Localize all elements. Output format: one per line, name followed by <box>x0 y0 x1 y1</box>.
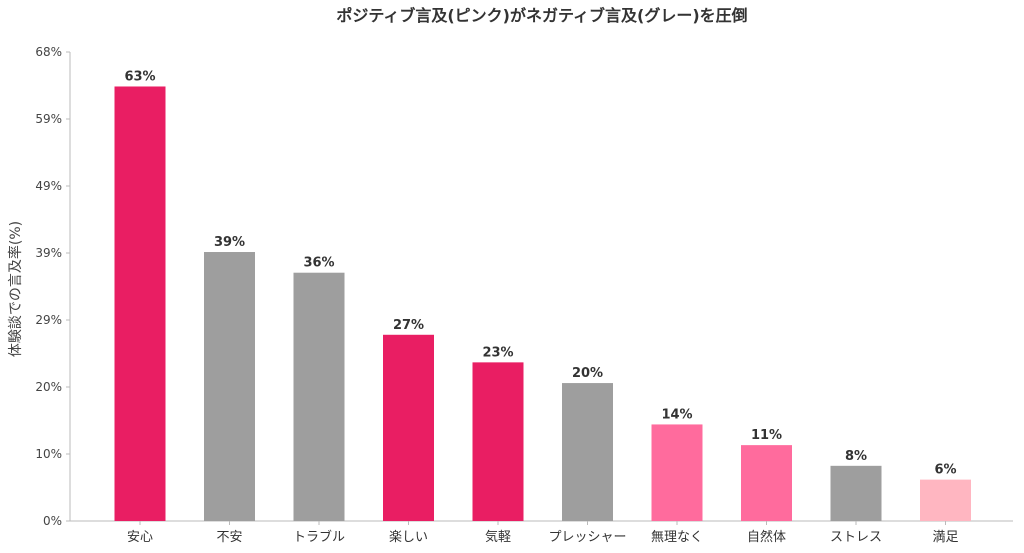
x-tick-label: 不安 <box>216 530 242 545</box>
chart-title: ポジティブ言及(ピンク)がネガティブ言及(グレー)を圧倒 <box>336 6 747 25</box>
y-tick-label: 10% <box>35 447 62 461</box>
bar <box>562 383 613 521</box>
x-tick-label: 満足 <box>932 530 958 545</box>
x-tick-label: プレッシャー <box>548 530 626 545</box>
x-tick-label: 気軽 <box>485 529 511 545</box>
data-label: 63% <box>124 69 155 84</box>
bar <box>920 479 971 521</box>
x-tick-label: 無理なく <box>651 530 703 545</box>
data-label: 20% <box>572 366 603 381</box>
bar <box>741 445 792 521</box>
labels: 63% 安心 39% 不安 36% トラブル 27% 楽しい 23% 気軽 20% プレッシャー 14%… <box>124 69 958 545</box>
y-tick-label: 29% <box>35 313 62 327</box>
y-tick-label: 39% <box>35 246 62 260</box>
data-label: 11% <box>751 428 782 443</box>
data-label: 39% <box>214 235 245 250</box>
data-label: 27% <box>393 318 424 333</box>
data-label: 14% <box>661 407 692 422</box>
bars <box>114 86 971 521</box>
y-tick-label: 59% <box>35 112 62 126</box>
bar <box>204 252 255 521</box>
bar <box>383 334 434 521</box>
x-tick-label: ストレス <box>830 530 882 545</box>
bar <box>293 272 345 521</box>
y-tick-label: 68% <box>35 45 62 59</box>
data-label: 23% <box>482 345 513 360</box>
bar <box>651 424 703 521</box>
bar <box>114 86 166 521</box>
data-label: 36% <box>303 256 334 271</box>
y-tick-label: 49% <box>35 179 62 193</box>
bar <box>472 362 524 521</box>
y-axis-label: 体験談での言及率(%) <box>7 221 24 357</box>
x-tick-label: 安心 <box>127 530 153 545</box>
y-tick-label: 0% <box>43 514 62 528</box>
data-label: 8% <box>845 449 867 464</box>
x-tick-label: 自然体 <box>747 529 786 545</box>
x-tick-label: 楽しい <box>389 529 428 545</box>
y-tick-label: 20% <box>35 380 62 394</box>
bar <box>830 465 882 521</box>
data-label: 6% <box>934 463 956 478</box>
x-tick-label: トラブル <box>293 529 345 545</box>
